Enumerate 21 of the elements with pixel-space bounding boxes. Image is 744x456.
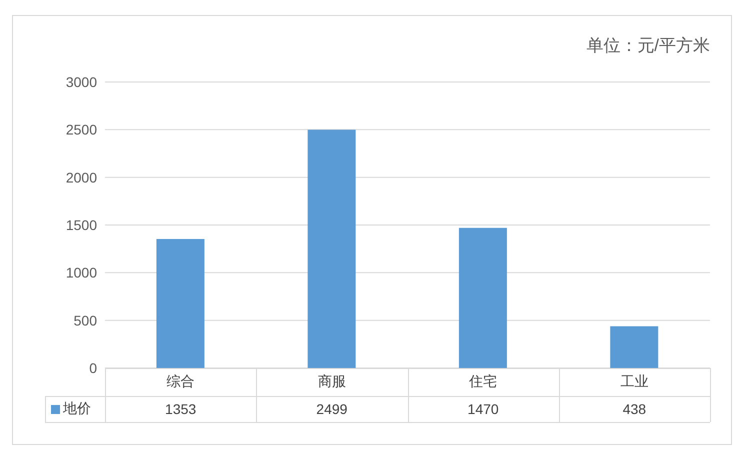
x-tick-label: 综合 [166, 372, 196, 391]
x-tick-label: 住宅 [468, 372, 498, 391]
data-label: 2499 [315, 400, 348, 419]
x-tick-label: 商服 [316, 372, 347, 391]
bar [308, 130, 356, 368]
bar [156, 239, 204, 368]
data-label: 1470 [466, 400, 500, 419]
bar [610, 326, 658, 368]
y-tick-label: 500 [74, 312, 98, 328]
y-tick-label: 2500 [66, 122, 98, 138]
legend-label: 地价 [63, 400, 91, 418]
y-tick-label: 1500 [66, 216, 98, 233]
y-tick-label: 1000 [66, 264, 98, 281]
y-tick-label: 2000 [66, 169, 98, 186]
x-tick-label: 工业 [619, 372, 650, 391]
bar [458, 228, 507, 368]
data-label: 1353 [164, 400, 198, 419]
data-label: 438 [622, 400, 648, 419]
text: 单位：元/平方米 [586, 35, 710, 57]
y-tick-label: 3000 [66, 74, 98, 90]
y-tick-label: 0 [89, 360, 98, 376]
